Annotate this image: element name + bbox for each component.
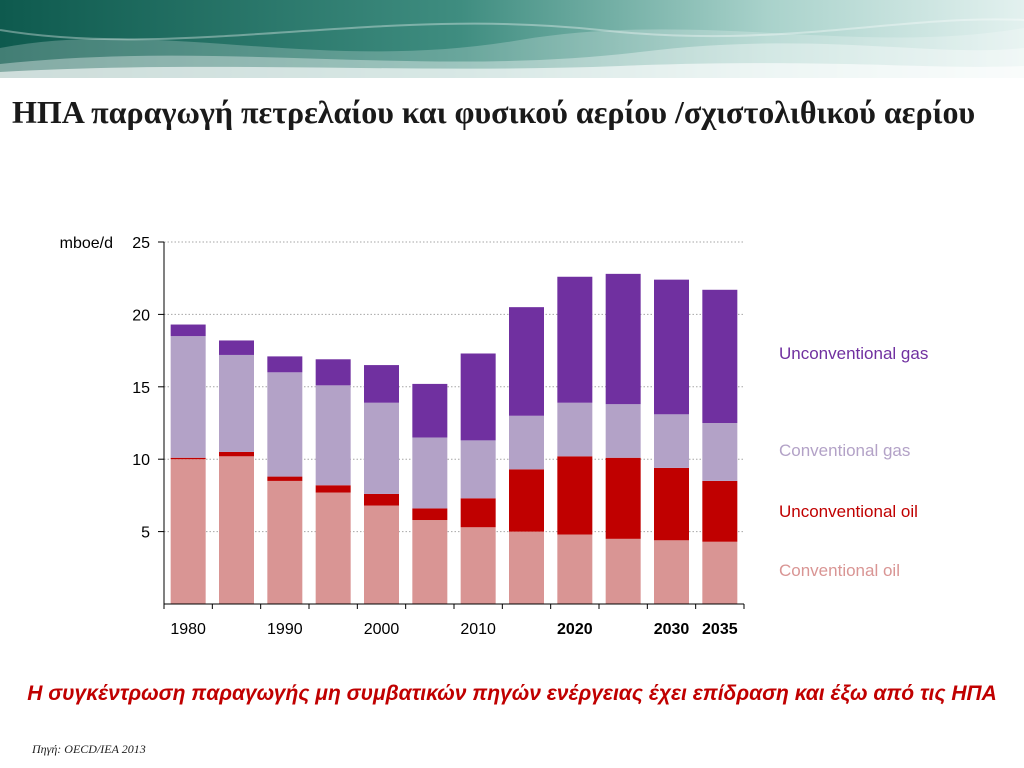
bar-segment (509, 469, 544, 532)
x-tick-label: 1980 (170, 621, 206, 638)
bar-segment (315, 359, 351, 386)
bar-segment (315, 485, 351, 493)
bar-segment (219, 340, 254, 355)
x-tick-label: 1990 (267, 621, 303, 638)
bar-segment (654, 279, 689, 415)
bar-segment (315, 385, 351, 486)
bar-segment (702, 289, 738, 423)
bar-segment (702, 541, 738, 604)
bar-segment (364, 365, 399, 403)
bar-segment (412, 508, 448, 521)
bar-segment (557, 534, 593, 604)
bar-segment (267, 476, 303, 481)
bar-segment (509, 531, 544, 604)
bar-segment (364, 505, 399, 604)
bar-segment (219, 451, 254, 457)
x-tick-label: 2000 (364, 621, 400, 638)
bar-segment (654, 467, 689, 541)
y-tick-label: 5 (141, 525, 150, 542)
bar-segment (412, 520, 448, 604)
legend-entry: Conventional gas (779, 441, 910, 460)
bar-segment (605, 457, 641, 539)
bar-segment (557, 456, 593, 535)
x-tick-label: 2035 (702, 621, 738, 638)
bar-segment (170, 324, 206, 337)
bar-segment (267, 372, 303, 477)
bar-segment (412, 383, 448, 438)
bar-segment (605, 273, 641, 405)
y-tick-label: 20 (132, 307, 150, 324)
y-tick-label: 10 (132, 452, 150, 469)
bar-segment (315, 492, 351, 604)
bar-segment (509, 307, 544, 416)
production-chart: 5 10 15 20 25 mboe/d 1980 1990 2000 2010 2020 2030 2… (60, 235, 929, 638)
legend-entry: Conventional oil (779, 561, 900, 580)
bar-segment (654, 540, 689, 604)
y-tick-label: 25 (132, 235, 150, 252)
bar-segment (702, 423, 738, 481)
bar-segment (364, 402, 399, 494)
bar-segment (460, 440, 496, 499)
bar-segment (557, 276, 593, 403)
bar-segment (267, 356, 303, 373)
bar-segment (605, 404, 641, 458)
bar-segment (364, 493, 399, 506)
x-tick-label: 2010 (460, 621, 496, 638)
legend-entry: Unconventional oil (779, 502, 918, 521)
bar-segment (219, 354, 254, 452)
bar-segment (170, 457, 206, 460)
bar-segment (460, 353, 496, 441)
conclusion-note: Η συγκέντρωση παραγωγής μη συμβατικών πη… (27, 682, 997, 705)
header-banner (0, 0, 1024, 78)
bar-segment (460, 527, 496, 604)
bar-segment (605, 538, 641, 604)
y-tick-label: 15 (132, 380, 150, 397)
bar-segment (460, 498, 496, 528)
slide-title: ΗΠΑ παραγωγή πετρελαίου και φυσικού αερί… (12, 94, 976, 130)
bar-segment (219, 456, 254, 604)
legend-entry: Unconventional gas (779, 344, 928, 363)
bar-segment (509, 415, 544, 470)
x-tick-label: 2030 (654, 621, 690, 638)
bar-segment (557, 402, 593, 457)
y-axis-label: mboe/d (60, 235, 113, 252)
bar-segment (412, 437, 448, 509)
bar-segment (654, 414, 689, 468)
source-citation: Πηγή: OECD/IEA 2013 (32, 742, 146, 756)
bar-segment (267, 480, 303, 604)
x-tick-label: 2020 (557, 621, 593, 638)
bar-segment (702, 480, 738, 542)
bar-segment (170, 336, 206, 458)
bar-segment (170, 459, 206, 604)
